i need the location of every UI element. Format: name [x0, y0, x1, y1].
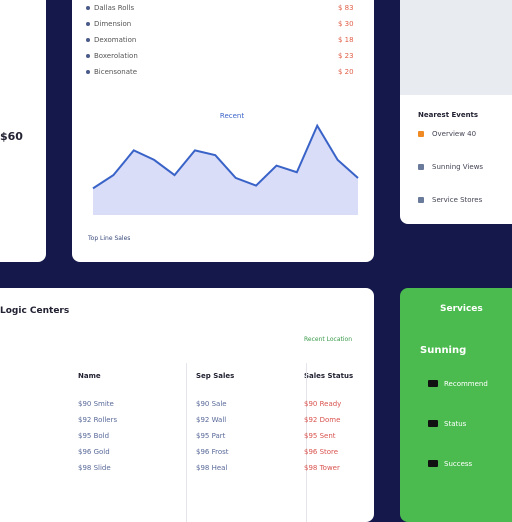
list-dot [86, 6, 90, 10]
list-price: $ 30 [338, 20, 354, 28]
table-cell: $96 Gold [78, 448, 110, 456]
centers-panel: Logic Centers Recent Location Name Sep Sa… [0, 288, 374, 522]
event-icon [418, 197, 424, 203]
left-panel: $60 [0, 0, 46, 262]
centers-title: Logic Centers [0, 306, 70, 316]
services-panel: Services Sunning Recommend Status Success [400, 288, 512, 522]
list-panel: Recent Top Line Sales Dallas Rolls $ 83 Di… [72, 0, 374, 262]
table-cell: $98 Slide [78, 464, 111, 472]
chart-area [93, 125, 358, 215]
amount: $60 [0, 130, 23, 143]
service-item: Status [444, 420, 467, 428]
service-item: Success [444, 460, 473, 468]
service-icon [428, 420, 438, 427]
list-dot [86, 22, 90, 26]
list-price: $ 23 [338, 52, 354, 60]
list-price: $ 83 [338, 4, 354, 12]
list-item: Boxerolation [94, 52, 138, 60]
services-title: Services [440, 304, 483, 314]
list-price: $ 20 [338, 68, 354, 76]
event-item: Overview 40 [432, 130, 477, 138]
event-icon [418, 164, 424, 170]
table-cell: $90 Sale [196, 400, 227, 408]
service-icon [428, 380, 438, 387]
list-item: Dimension [94, 20, 132, 28]
column-divider [306, 363, 307, 522]
list-item: Bicensonate [94, 68, 138, 76]
list-item: Dexomation [94, 36, 137, 44]
chart-footer: Top Line Sales [87, 235, 130, 242]
events-panel: Nearest Events Overview 40 Sunning Views S… [400, 0, 512, 224]
map [400, 0, 512, 95]
services-subtitle: Sunning [420, 345, 467, 356]
chart: Recent Top Line Sales [87, 112, 359, 242]
table-cell: $90 Ready [304, 400, 342, 408]
chart-title: Recent [220, 112, 244, 120]
list-dot [86, 70, 90, 74]
table-cell: $98 Tower [304, 464, 340, 472]
event-icon [418, 131, 424, 137]
events-title: Nearest Events [418, 111, 479, 119]
table-cell: $92 Dome [304, 416, 341, 424]
table-cell: $96 Frost [196, 448, 229, 456]
column-header: Sep Sales [196, 372, 235, 380]
service-icon [428, 460, 438, 467]
column-header: Sales Status [304, 372, 354, 380]
table-cell: $95 Part [196, 432, 226, 440]
list-item: Dallas Rolls [94, 4, 135, 12]
column-divider [186, 363, 187, 522]
list-price: $ 18 [338, 36, 354, 44]
table-cell: $95 Bold [78, 432, 110, 440]
table-cell: $92 Wall [196, 416, 227, 424]
table-cell: $92 Rollers [78, 416, 118, 424]
table-cell: $95 Sent [304, 432, 336, 440]
list-dot [86, 54, 90, 58]
table-cell: $98 Heal [196, 464, 228, 472]
column-header: Name [78, 372, 101, 380]
chart-line [92, 123, 359, 190]
list-dot [86, 38, 90, 42]
table-cell: $96 Store [304, 448, 339, 456]
event-item: Sunning Views [432, 163, 484, 171]
centers-subtitle: Recent Location [304, 336, 353, 343]
table-cell: $90 Smite [78, 400, 114, 408]
event-item: Service Stores [432, 196, 483, 204]
service-item: Recommend [444, 380, 488, 388]
